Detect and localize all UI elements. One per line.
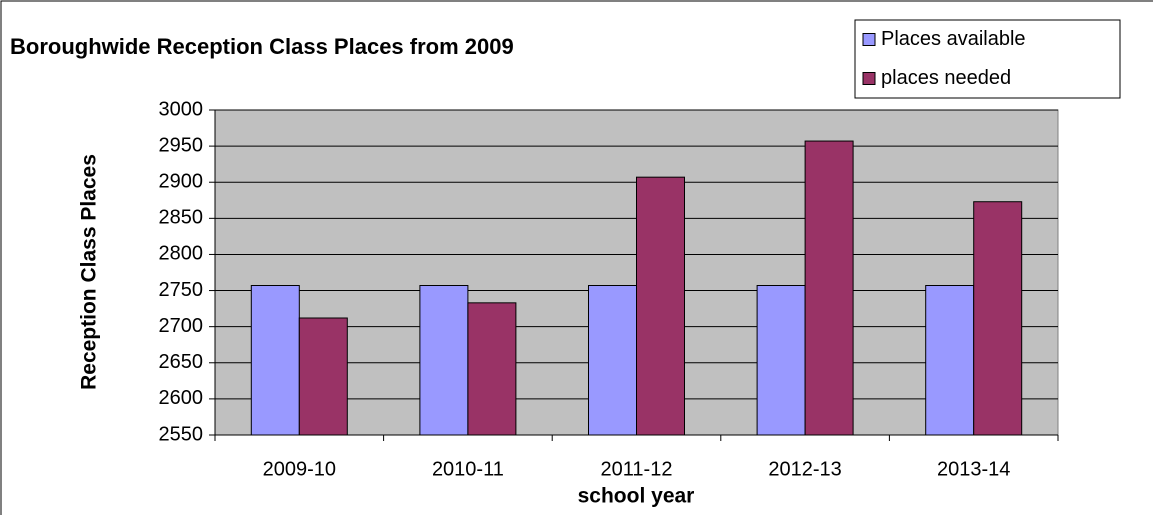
y-tick-label: 2600 (159, 387, 204, 409)
y-tick-label: 2850 (159, 207, 204, 229)
x-tick-label: 2012-13 (768, 458, 841, 480)
x-tick-label: 2010-11 (432, 458, 504, 480)
x-tick-label: 2009-10 (263, 458, 336, 480)
legend-swatch (862, 33, 876, 46)
legend-swatch (862, 72, 876, 85)
bar (588, 285, 637, 436)
legend-label: Places available (881, 28, 1026, 50)
bar (250, 285, 300, 436)
bar (756, 285, 806, 436)
legend-label: places needed (881, 67, 1011, 89)
bar (973, 201, 1023, 436)
y-axis-title: Reception Class Places (78, 154, 101, 390)
bar (419, 285, 469, 436)
bar (804, 140, 854, 436)
x-axis-title: school year (578, 485, 695, 508)
bar (298, 317, 348, 436)
chart-title: Boroughwide Reception Class Places from … (10, 34, 514, 59)
y-tick-label: 2900 (159, 171, 204, 193)
y-tick-label: 2950 (159, 134, 204, 156)
y-tick-label: 2800 (159, 243, 204, 265)
x-tick-label: 2011-12 (601, 458, 673, 480)
x-tick-label: 2013-14 (937, 458, 1010, 480)
bar (636, 176, 685, 436)
y-tick-label: 2750 (159, 279, 204, 301)
bar (467, 302, 517, 436)
y-tick-label: 2700 (159, 315, 204, 337)
y-tick-label: 3000 (159, 98, 204, 120)
legend-box (854, 19, 1121, 99)
y-tick-label: 2650 (159, 351, 204, 373)
bar (925, 285, 975, 436)
y-tick-label: 2550 (159, 423, 204, 445)
